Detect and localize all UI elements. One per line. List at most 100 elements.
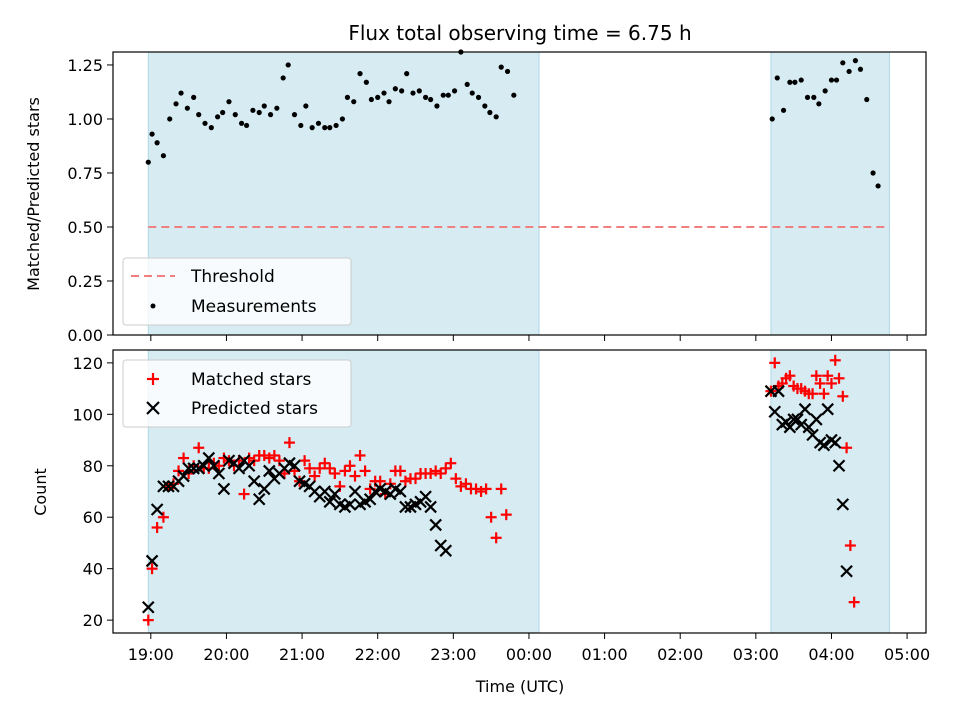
bottom-panel: 20 40 60 80 100 120 19:00 20:00 21:00 22:00 23:00…	[31, 349, 930, 696]
measurement-point	[191, 94, 197, 100]
predicted-star-point	[257, 482, 271, 496]
matched-star-point	[157, 511, 169, 523]
measurement-point	[368, 96, 374, 103]
predicted-star-point	[343, 498, 357, 511]
matched-star-point	[825, 377, 837, 389]
measurement-point	[852, 58, 859, 64]
bottom-y-tick-label: 40	[83, 560, 103, 579]
x-tick-label: 22:00	[355, 645, 401, 664]
measurement-point	[475, 94, 482, 100]
measurement-point	[232, 112, 238, 118]
predicted-star-point	[247, 474, 261, 488]
matched-star-point	[238, 488, 250, 500]
matched-star-point	[193, 442, 205, 454]
predicted-star-point	[399, 500, 412, 514]
x-tick-label: 23:00	[430, 645, 476, 664]
legend-threshold-label: Threshold	[190, 267, 275, 287]
top-legend-box	[122, 257, 352, 326]
bottom-axes-frame	[112, 349, 927, 634]
matched-star-point	[445, 457, 457, 469]
measurement-point	[399, 88, 405, 94]
measurement-point	[451, 88, 458, 94]
predicted-star-point	[177, 469, 190, 483]
x-tick-label: 19:00	[128, 645, 174, 664]
legend-measurements-label: Measurements	[191, 297, 317, 317]
bottom-y-tick-label: 20	[83, 611, 103, 630]
measurement-point	[840, 60, 846, 66]
measurement-point	[416, 88, 422, 94]
measurement-point	[792, 79, 798, 85]
matched-star-point	[837, 390, 849, 402]
predicted-star-point	[419, 490, 432, 503]
matched-star-point	[309, 470, 321, 482]
predicted-star-point	[424, 500, 437, 514]
predicted-star-point	[798, 402, 812, 416]
matched-star-point	[810, 370, 822, 382]
measurement-point	[298, 122, 304, 129]
x-axis-label: Time (UTC)	[475, 677, 564, 696]
predicted-star-point	[429, 518, 442, 532]
measurement-point	[160, 153, 167, 159]
predicted-star-point	[836, 498, 850, 511]
chart-title: Flux total observing time = 6.75 h	[348, 21, 691, 45]
matched-star-point	[349, 470, 361, 482]
top-y-ticks: 0.00 0.25 0.50 0.75 1.00 1.25	[67, 56, 113, 345]
measurement-point	[303, 103, 309, 109]
bottom-legend: Matched stars Predicted stars	[122, 359, 352, 428]
x-tick-label: 05:00	[884, 645, 930, 664]
measurement-point	[309, 125, 315, 131]
shaded-range	[770, 52, 890, 335]
x-tick-label: 03:00	[733, 645, 779, 664]
measurement-point	[256, 109, 262, 116]
measurement-point	[145, 159, 151, 165]
measurement-point	[857, 66, 864, 72]
matched-star-point	[440, 462, 452, 474]
matched-star-point	[329, 467, 341, 479]
measurement-point	[493, 114, 499, 120]
matched-star-point	[339, 465, 351, 477]
bottom-y-axis-label: Count	[31, 468, 50, 516]
top-x-ticks	[150, 335, 908, 341]
measurement-point	[315, 120, 322, 126]
predicted-star-point	[328, 487, 342, 501]
measurement-point	[498, 64, 504, 70]
top-axes-frame	[112, 51, 927, 336]
predicted-star-point	[787, 413, 800, 426]
measurement-point	[167, 116, 173, 122]
matched-star-point	[314, 462, 326, 474]
bottom-y-tick-label: 100	[72, 405, 103, 424]
matched-star-point	[344, 460, 356, 472]
measurement-point	[322, 125, 328, 131]
predicted-star-point	[821, 402, 834, 416]
measurement-point	[816, 101, 822, 107]
bottom-x-ticks: 19:00 20:00 21:00 22:00 23:00 00:00 01:00 02:00…	[128, 633, 930, 664]
measurement-point	[769, 116, 775, 122]
predicted-star-point	[323, 495, 337, 509]
matched-star-point	[814, 377, 826, 389]
measurement-point	[386, 99, 392, 105]
matched-star-point	[151, 522, 163, 534]
measurement-point	[482, 103, 488, 109]
top-y-tick-label: 1.25	[67, 56, 103, 75]
measurement-point	[375, 94, 381, 100]
bottom-y-tick-label: 60	[83, 508, 103, 527]
predicted-star-point	[840, 564, 853, 578]
predicted-star-point	[217, 482, 231, 496]
predicted-star-point	[242, 459, 256, 473]
predicted-star-point	[212, 467, 226, 480]
legend-predicted-swatch	[146, 401, 160, 415]
measurement-point	[487, 109, 493, 116]
predicted-star-point	[150, 503, 164, 516]
matched-star-point	[146, 563, 158, 575]
measurement-point	[351, 99, 357, 105]
matched-star-point	[319, 457, 331, 469]
measurement-point	[422, 94, 429, 100]
measurement-point	[798, 77, 804, 83]
top-legend: Threshold Measurements	[122, 257, 352, 326]
legend-matched-swatch	[147, 373, 159, 385]
predicted-star-point	[363, 492, 377, 506]
top-y-axis-label: Matched/Predicted stars	[24, 97, 43, 291]
matched-star-point	[410, 473, 422, 485]
measurement-point	[238, 120, 245, 126]
predicted-star-point	[263, 464, 276, 478]
